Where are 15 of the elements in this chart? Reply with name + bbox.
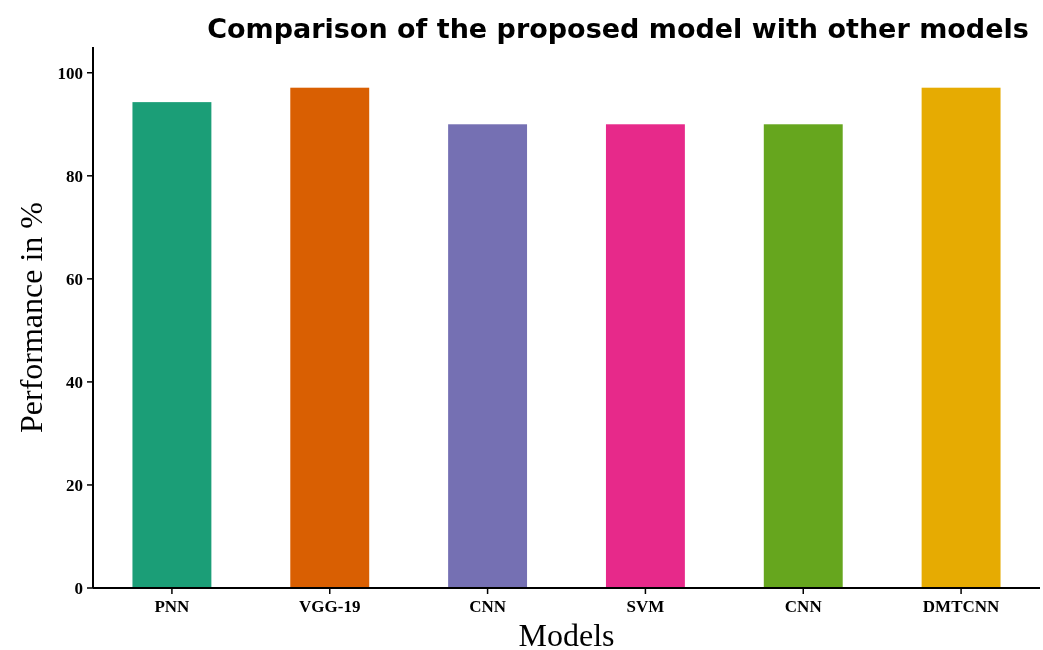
y-tick-label: 100 (57, 63, 83, 83)
y-tick-label: 0 (74, 578, 83, 598)
x-tick-label: PNN (154, 597, 191, 616)
y-tick-label: 60 (66, 269, 83, 289)
x-tick-label: CNN (784, 597, 823, 616)
y-axis-title: Performance in % (13, 201, 49, 434)
y-tick-label: 40 (66, 372, 83, 392)
chart-title: Comparison of the proposed model with other models (207, 13, 1029, 44)
y-tick-label: 20 (66, 475, 83, 495)
x-tick-label: DMTCNN (922, 597, 1001, 616)
x-axis-title: Models (518, 617, 615, 650)
x-tick-label: SVM (626, 597, 665, 616)
x-tick-label: CNN (469, 597, 507, 616)
y-tick-label: 80 (66, 166, 83, 186)
x-tick-label: VGG-19 (299, 597, 361, 616)
